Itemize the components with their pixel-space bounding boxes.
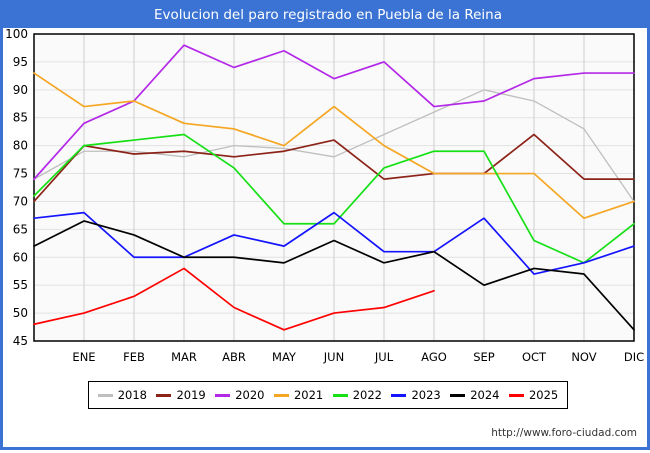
series-line-2022[interactable]: [33, 133, 635, 264]
legend-label: 2024: [470, 388, 500, 402]
y-tick-label: 90: [13, 83, 28, 97]
legend-item-2022[interactable]: 2022: [332, 388, 383, 402]
legend-item-2018[interactable]: 2018: [97, 388, 148, 402]
y-tick-label: 45: [13, 334, 28, 348]
x-tick-label-DIC: DIC: [624, 350, 644, 364]
legend-item-2025[interactable]: 2025: [508, 388, 559, 402]
legend-item-2023[interactable]: 2023: [391, 388, 441, 402]
x-tick-label-JUL: JUL: [374, 350, 394, 364]
plot-frame: [33, 33, 635, 342]
legend-label: 2023: [411, 388, 441, 402]
x-tick-label-AGO: AGO: [421, 350, 447, 364]
y-tick-label: 60: [13, 250, 28, 264]
series-line-2018[interactable]: [33, 89, 635, 203]
window-title: Evolucion del paro registrado en Puebla …: [3, 3, 650, 28]
legend-label: 2018: [117, 388, 148, 402]
plot-area: 45 50 55 60 65 70 75 80 85 90 95 100 ENE FEB MAR ABR MAY…: [3, 28, 650, 453]
chart-legend: 2018 2019 2020 2021 2022 2023 2024 2025: [88, 381, 568, 409]
y-tick-label: 70: [13, 194, 28, 208]
legend-label: 2022: [352, 388, 383, 402]
legend-swatch-icon: [508, 393, 524, 397]
legend-swatch-icon: [97, 393, 113, 397]
legend-swatch-icon: [450, 393, 466, 397]
series-line-2023[interactable]: [33, 211, 635, 275]
y-tick-label: 50: [13, 306, 28, 320]
legend-item-2019[interactable]: 2019: [156, 388, 206, 402]
x-tick-label-NOV: NOV: [571, 350, 596, 364]
series-line-2024[interactable]: [33, 220, 635, 331]
legend-item-2020[interactable]: 2020: [215, 388, 265, 402]
x-tick-label-MAR: MAR: [171, 350, 197, 364]
y-tick-label: 95: [13, 55, 28, 69]
x-tick-label-JUN: JUN: [323, 350, 344, 364]
legend-label: 2019: [176, 388, 206, 402]
x-tick-label-MAY: MAY: [272, 350, 297, 364]
legend-label: 2020: [235, 388, 265, 402]
legend-item-2024[interactable]: 2024: [450, 388, 500, 402]
legend-swatch-icon: [391, 393, 407, 397]
x-tick-label-OCT: OCT: [522, 350, 547, 364]
series-line-2021[interactable]: [33, 72, 635, 220]
series-line-2019[interactable]: [33, 133, 635, 203]
legend-item-2021[interactable]: 2021: [273, 388, 324, 402]
source-url: http://www.foro-ciudad.com: [491, 427, 637, 439]
legend-label: 2021: [293, 388, 324, 402]
series-line-2025[interactable]: [33, 267, 435, 331]
y-tick-label: 80: [13, 139, 28, 153]
legend-swatch-icon: [215, 393, 231, 397]
legend-swatch-icon: [332, 393, 348, 397]
legend-swatch-icon: [273, 393, 289, 397]
y-tick-label: 55: [13, 278, 28, 292]
y-tick-label: 75: [13, 167, 28, 181]
x-tick-label-ENE: ENE: [72, 350, 95, 364]
legend-label: 2025: [528, 388, 559, 402]
x-tick-label-SEP: SEP: [473, 350, 495, 364]
legend-swatch-icon: [156, 393, 172, 397]
line-chart: 45 50 55 60 65 70 75 80 85 90 95 100 ENE FEB MAR ABR MAY…: [5, 28, 644, 364]
x-tick-label-ABR: ABR: [222, 350, 246, 364]
y-tick-label: 85: [13, 111, 28, 125]
y-tick-label: 65: [13, 222, 28, 236]
y-tick-label: 100: [5, 28, 28, 41]
x-tick-label-FEB: FEB: [123, 350, 145, 364]
